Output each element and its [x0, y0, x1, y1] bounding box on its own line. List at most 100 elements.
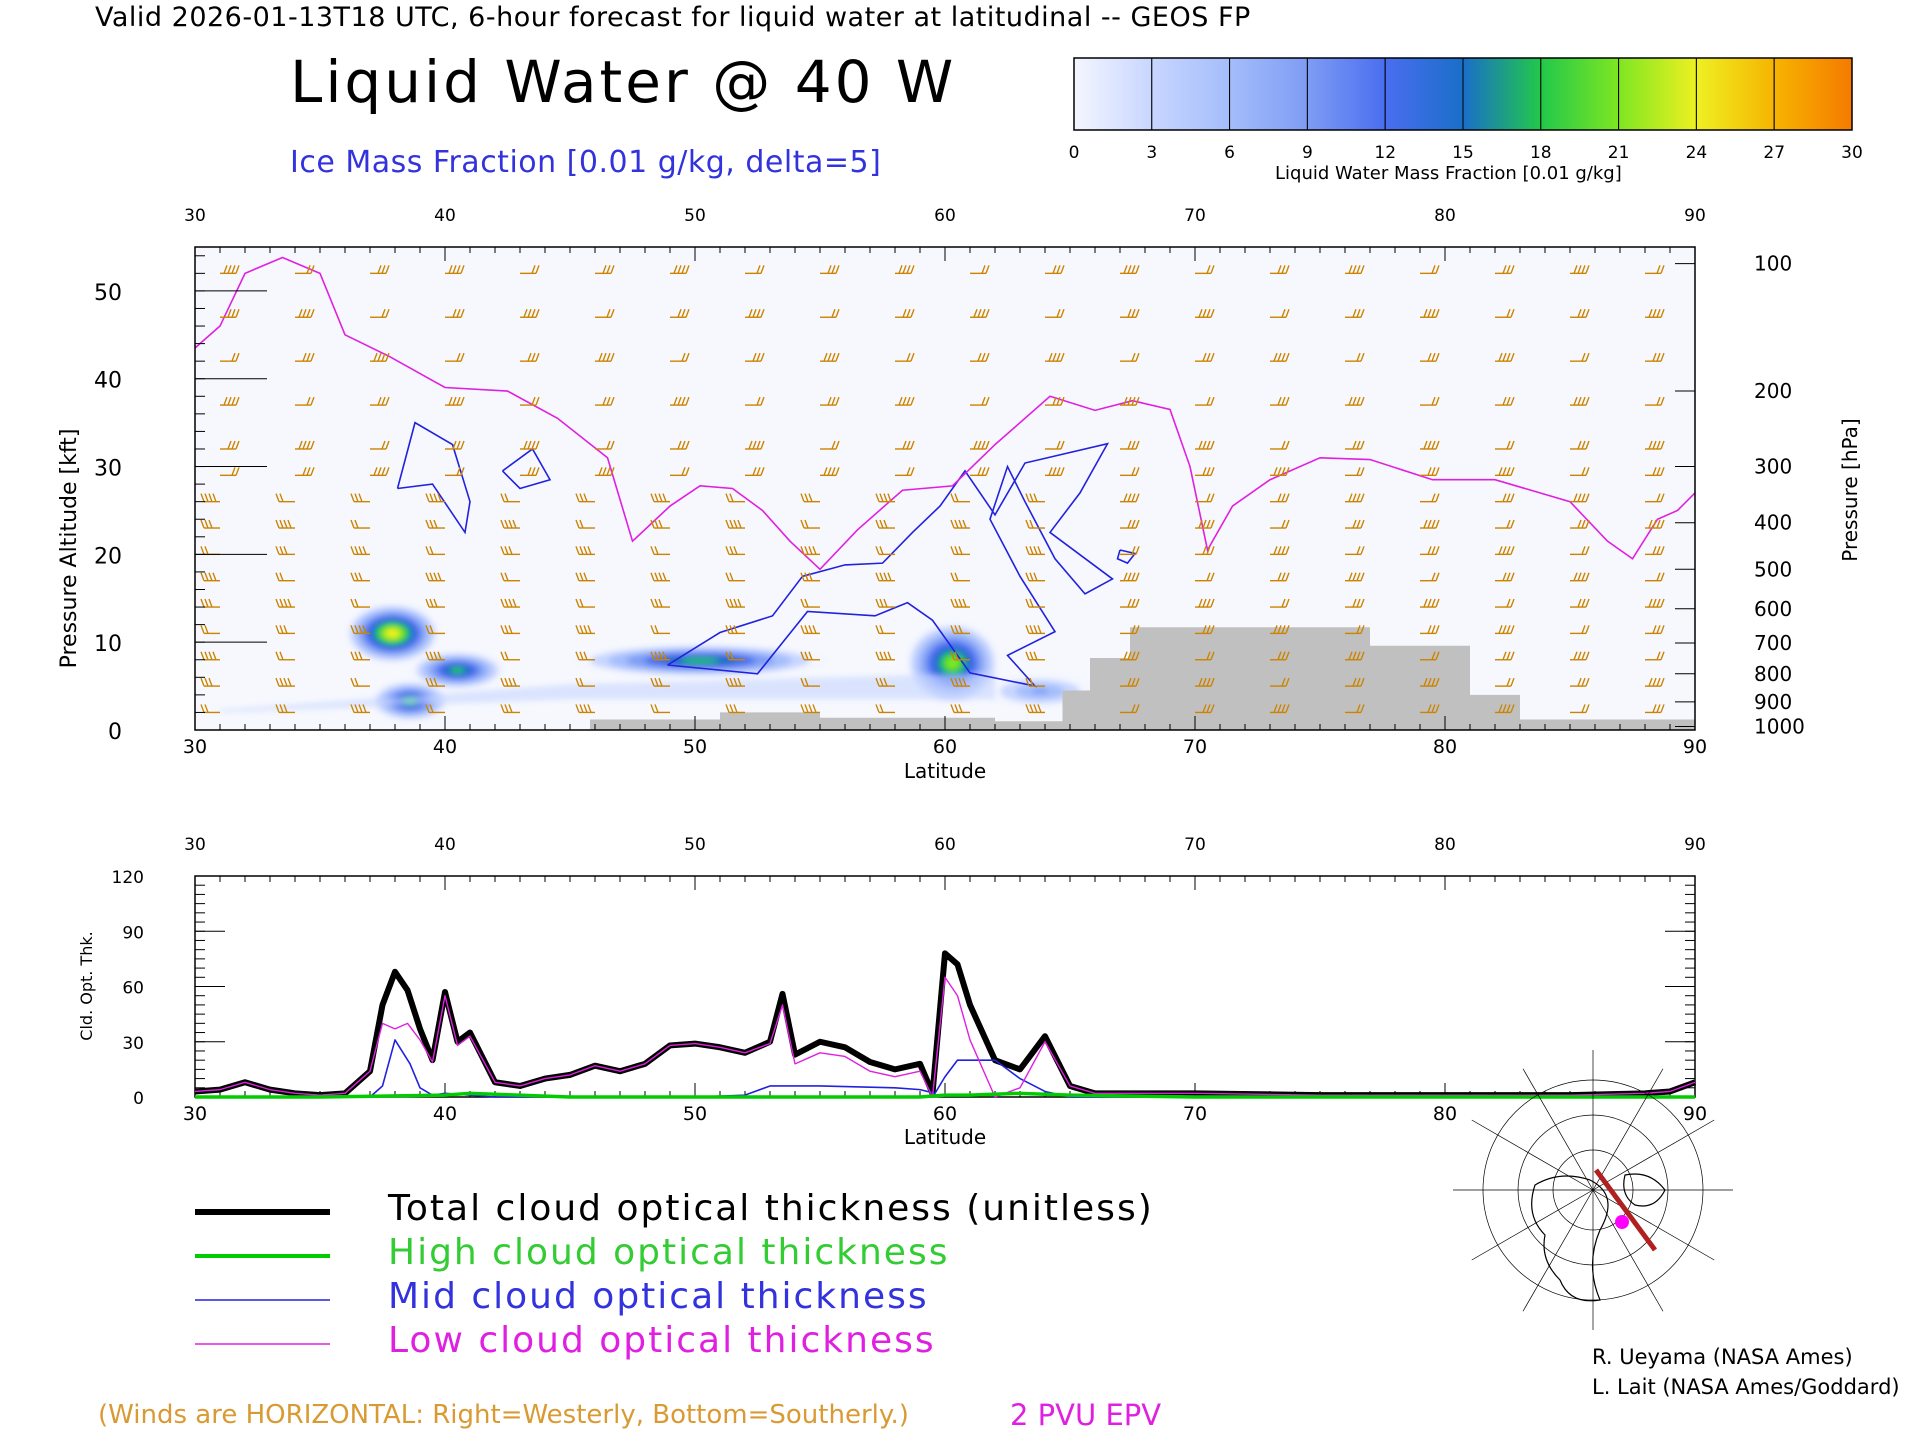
series-line-3 [195, 1039, 1695, 1098]
wind-barb [1045, 396, 1065, 406]
wind-barb [220, 396, 240, 406]
low-cloud-band [220, 672, 995, 713]
wind-barb [895, 309, 915, 318]
wind-barb [575, 598, 595, 608]
wind-barb [1195, 677, 1215, 687]
x-tick-label-top: 90 [1684, 206, 1706, 226]
wind-barb [200, 493, 220, 503]
colorbar-tick-label: 0 [1069, 143, 1080, 163]
y2-axis-label: Pressure [hPa] [1838, 418, 1862, 561]
pressure-tick-label: 500 [1754, 557, 1792, 581]
x-tick-label: 80 [1433, 1103, 1457, 1125]
map-dot [1615, 1215, 1629, 1229]
wind-barb [950, 546, 970, 556]
wind-barb [1120, 467, 1140, 477]
wind-barb [1645, 598, 1665, 608]
wind-barb [350, 572, 370, 582]
x-tick-label-top: 90 [1684, 835, 1706, 855]
x-tick-label: 40 [433, 736, 457, 758]
wind-barb [1025, 625, 1045, 635]
wind-barb [820, 265, 840, 275]
wind-barb [1045, 467, 1065, 477]
wind-barb [220, 309, 240, 318]
wind-barb [820, 440, 840, 450]
wind-barb [1270, 519, 1290, 529]
wind-barb [1570, 677, 1590, 687]
wind-barb [1345, 704, 1365, 714]
wind-barb [1270, 265, 1290, 275]
wind-barb [500, 598, 520, 608]
x-tick-label-top: 80 [1434, 206, 1456, 226]
wind-barb [745, 440, 765, 450]
wind-barb [725, 572, 745, 582]
wind-barb [1270, 651, 1290, 661]
wind-barb [350, 704, 370, 714]
wind-barb [1025, 519, 1045, 529]
wind-barb [1120, 598, 1140, 608]
wind-barb [1345, 519, 1365, 529]
ice-contour [396, 421, 471, 535]
wind-barb [295, 265, 315, 275]
wind-barb [650, 625, 670, 635]
colorbar-frame [1073, 57, 1853, 131]
wind-barb [200, 651, 220, 661]
wind-barb [520, 440, 540, 450]
wind-barb [1195, 704, 1215, 714]
wind-barb [1420, 625, 1440, 635]
series-line-4 [194, 976, 1696, 1098]
wind-barb [1195, 519, 1215, 529]
wind-barb [1045, 309, 1065, 318]
wind-barb [670, 396, 690, 406]
wind-barb [950, 598, 970, 608]
y-tick-label: 120 [112, 868, 144, 888]
wind-barb [1420, 440, 1440, 450]
wind-barb [445, 467, 465, 477]
wind-barb [1420, 704, 1440, 714]
wind-barb [200, 572, 220, 582]
x-tick-label: 80 [1433, 736, 1457, 758]
wind-barb [445, 440, 465, 450]
wind-barb [1495, 519, 1515, 529]
wind-barb [1570, 546, 1590, 556]
wind-barb [350, 598, 370, 608]
map-graticule [1453, 1050, 1733, 1330]
wind-barb [1570, 598, 1590, 608]
pressure-tick-label: 300 [1754, 455, 1792, 479]
wind-barb [1495, 467, 1515, 477]
wind-barb [745, 467, 765, 477]
wind-barb [370, 352, 390, 362]
wind-barb [1420, 467, 1440, 477]
wind-barb [595, 309, 615, 318]
wind-barb [275, 493, 295, 503]
wind-barb [1195, 396, 1215, 406]
wind-barb [895, 440, 915, 450]
wind-barb [500, 493, 520, 503]
winds-note: (Winds are HORIZONTAL: Right=Westerly, B… [98, 1400, 909, 1430]
wind-barb [670, 440, 690, 450]
pressure-tick-label: 700 [1754, 631, 1792, 655]
wind-barb [820, 352, 840, 362]
wind-barb [1570, 467, 1590, 477]
wind-barb [1195, 265, 1215, 275]
wind-barb [1570, 396, 1590, 406]
wind-barb [445, 309, 465, 318]
wind-barb [425, 651, 445, 661]
wind-barb [1495, 704, 1515, 714]
y-tick-label: 20 [94, 544, 122, 569]
credit-1: R. Ueyama (NASA Ames) [1592, 1345, 1853, 1369]
wind-barb [1645, 440, 1665, 450]
wind-barb [1495, 572, 1515, 582]
wind-barb [500, 572, 520, 582]
y-axis-label: Pressure Altitude [kft] [57, 429, 82, 669]
x-tick-label-top: 40 [434, 206, 456, 226]
wind-barb [1025, 546, 1045, 556]
wind-barb [875, 493, 895, 503]
colorbar-segment [1229, 57, 1308, 131]
wind-barb [520, 467, 540, 477]
map-coastline [1531, 1175, 1609, 1302]
wind-barb [1195, 309, 1215, 318]
colorbar-segment [1540, 57, 1620, 131]
wind-barb [1345, 440, 1365, 450]
wind-barb [1045, 440, 1065, 450]
wind-barb [1345, 467, 1365, 477]
